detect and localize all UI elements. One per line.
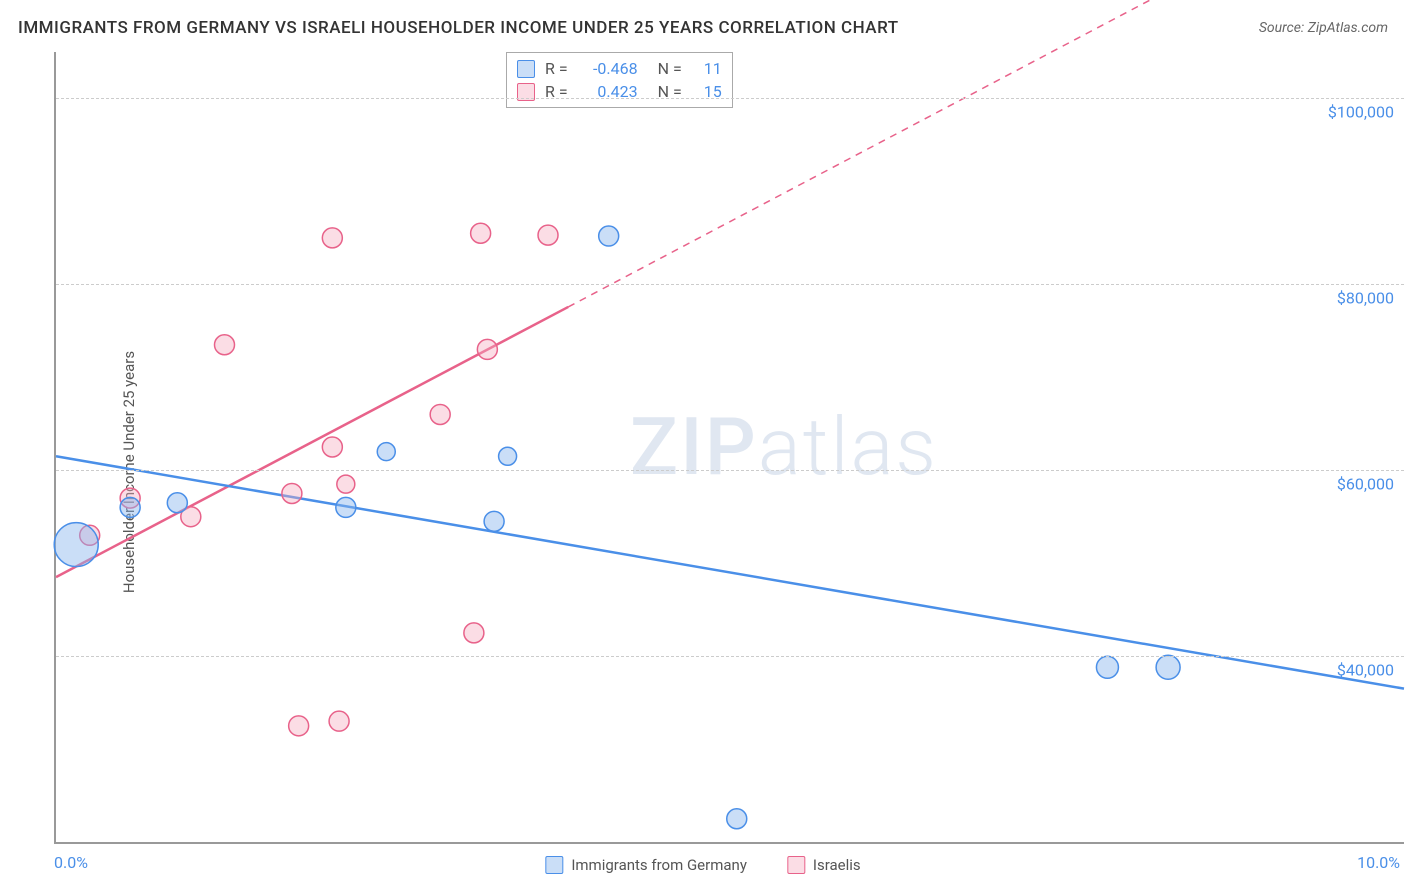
data-point bbox=[336, 497, 356, 517]
plot-svg bbox=[56, 52, 1404, 842]
y-tick-label: $100,000 bbox=[1328, 103, 1394, 122]
data-point bbox=[727, 809, 747, 829]
y-tick-label: $40,000 bbox=[1337, 661, 1394, 680]
data-point bbox=[322, 437, 342, 457]
data-point bbox=[120, 497, 140, 517]
correlation-row: R =0.423N =15 bbox=[517, 80, 722, 103]
data-point bbox=[167, 493, 187, 513]
y-tick-label: $60,000 bbox=[1337, 475, 1394, 494]
trend-line-dashed bbox=[568, 0, 1404, 307]
x-axis-legend: Immigrants from Germany Israelis bbox=[545, 856, 860, 874]
chart-header: IMMIGRANTS FROM GERMANY VS ISRAELI HOUSE… bbox=[18, 18, 1388, 38]
data-point bbox=[282, 483, 302, 503]
data-point bbox=[337, 475, 355, 493]
legend-swatch bbox=[787, 856, 805, 874]
data-point bbox=[477, 339, 497, 359]
corr-R-value: -0.468 bbox=[578, 59, 638, 78]
legend-item: Immigrants from Germany bbox=[545, 856, 747, 874]
corr-R-label: R = bbox=[545, 59, 568, 78]
data-point bbox=[599, 226, 619, 246]
data-point bbox=[1096, 656, 1118, 678]
gridline bbox=[56, 656, 1404, 657]
gridline bbox=[56, 470, 1404, 471]
chart-container: Householder Income Under 25 years ZIPatl… bbox=[0, 52, 1406, 892]
data-point bbox=[430, 404, 450, 424]
data-point bbox=[377, 443, 395, 461]
data-point bbox=[322, 228, 342, 248]
plot-area: ZIPatlas R =-0.468N =11R =0.423N =15 $40… bbox=[54, 52, 1404, 844]
data-point bbox=[1156, 655, 1180, 679]
correlation-row: R = -0.468 N = 11 bbox=[517, 57, 722, 80]
data-point bbox=[329, 711, 349, 731]
x-tick-label: 0.0% bbox=[54, 853, 88, 872]
data-point bbox=[464, 623, 484, 643]
data-point bbox=[471, 223, 491, 243]
legend-label: Israelis bbox=[813, 856, 861, 874]
corr-N-label: N = bbox=[658, 59, 682, 78]
gridline bbox=[56, 284, 1404, 285]
y-tick-label: $80,000 bbox=[1337, 289, 1394, 308]
chart-title: IMMIGRANTS FROM GERMANY VS ISRAELI HOUSE… bbox=[18, 18, 899, 38]
legend-label: Immigrants from Germany bbox=[571, 856, 747, 874]
data-point bbox=[538, 225, 558, 245]
gridline bbox=[56, 98, 1404, 99]
correlation-box: R = -0.468 N = 11 R =0.423N =15 bbox=[506, 52, 733, 108]
legend-swatch bbox=[545, 856, 563, 874]
x-tick-label: 10.0% bbox=[1357, 853, 1400, 872]
source-label: Source: ZipAtlas.com bbox=[1259, 20, 1388, 36]
trend-line bbox=[56, 456, 1404, 688]
data-point bbox=[289, 716, 309, 736]
data-point bbox=[484, 511, 504, 531]
corr-swatch bbox=[517, 60, 535, 78]
legend-item: Israelis bbox=[787, 856, 861, 874]
corr-N-value: 11 bbox=[692, 59, 722, 78]
data-point bbox=[499, 447, 517, 465]
data-point bbox=[215, 335, 235, 355]
data-point bbox=[54, 523, 98, 567]
